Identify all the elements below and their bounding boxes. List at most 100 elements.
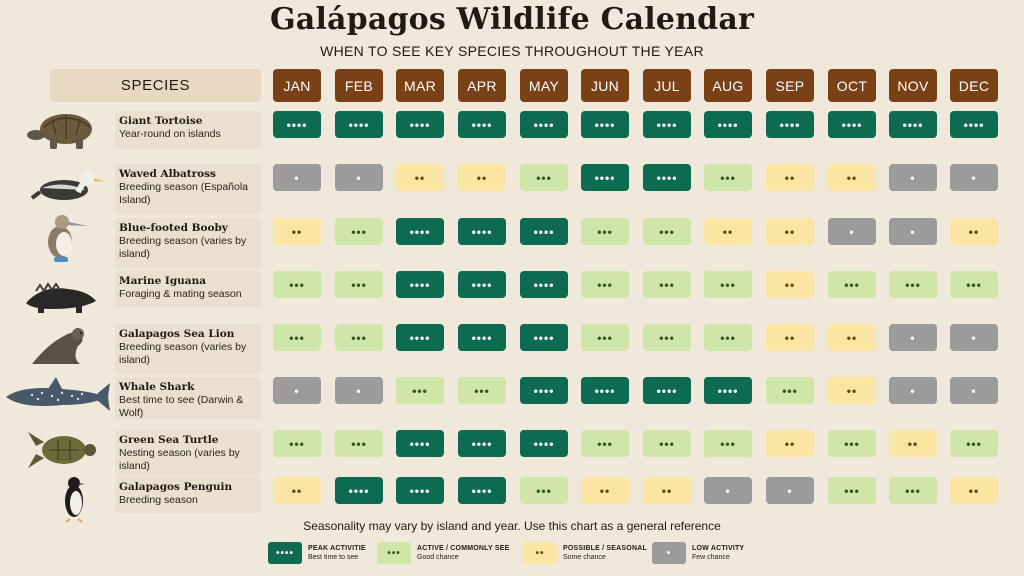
cell-whale-shark-sep: ••• bbox=[766, 377, 814, 404]
cell-galapagos-penguin-mar: •••• bbox=[396, 477, 444, 504]
species-note: Breeding season bbox=[119, 494, 198, 506]
species-label-blue-footed-booby: Blue-footed Booby Breeding season (varies… bbox=[115, 218, 261, 268]
month-header-jun: JUN bbox=[581, 69, 629, 102]
cell-whale-shark-nov: • bbox=[889, 377, 937, 404]
species-name: Green Sea Turtle bbox=[119, 434, 219, 446]
species-label-marine-iguana: Marine Iguana Foraging & mating season bbox=[115, 271, 261, 307]
legend-swatch: ••• bbox=[377, 542, 411, 564]
sea-turtle-icon bbox=[2, 424, 112, 476]
cell-whale-shark-jul: •••• bbox=[643, 377, 691, 404]
cell-waved-albatross-nov: • bbox=[889, 164, 937, 191]
cell-whale-shark-aug: •••• bbox=[704, 377, 752, 404]
cell-giant-tortoise-nov: •••• bbox=[889, 111, 937, 138]
species-name: Whale Shark bbox=[119, 381, 195, 393]
cell-blue-footed-booby-jul: ••• bbox=[643, 218, 691, 245]
cell-whale-shark-oct: •• bbox=[828, 377, 876, 404]
footnote: Seasonality may vary by island and year.… bbox=[303, 519, 721, 533]
cell-blue-footed-booby-apr: •••• bbox=[458, 218, 506, 245]
legend-sub: Some chance bbox=[563, 554, 606, 561]
cell-giant-tortoise-aug: •••• bbox=[704, 111, 752, 138]
cell-giant-tortoise-feb: •••• bbox=[335, 111, 383, 138]
legend-text: LOW ACTIVITY Few chance bbox=[692, 544, 744, 562]
cell-green-sea-turtle-nov: •• bbox=[889, 430, 937, 457]
cell-green-sea-turtle-mar: •••• bbox=[396, 430, 444, 457]
species-column-header: SPECIES bbox=[50, 69, 261, 102]
cell-marine-iguana-may: •••• bbox=[520, 271, 568, 298]
month-header-apr: APR bbox=[458, 69, 506, 102]
legend-swatch: •••• bbox=[268, 542, 302, 564]
species-name: Galapagos Sea Lion bbox=[119, 328, 235, 340]
cell-marine-iguana-aug: ••• bbox=[704, 271, 752, 298]
legend-sub: Best time to see bbox=[308, 554, 359, 561]
species-note: Breeding season (Española Island) bbox=[119, 181, 249, 206]
species-name: Giant Tortoise bbox=[119, 115, 203, 127]
cell-marine-iguana-dec: ••• bbox=[950, 271, 998, 298]
cell-green-sea-turtle-feb: ••• bbox=[335, 430, 383, 457]
legend-text: POSSIBLE / SEASONAL Some chance bbox=[563, 544, 647, 562]
cell-green-sea-turtle-aug: ••• bbox=[704, 430, 752, 457]
cell-waved-albatross-aug: ••• bbox=[704, 164, 752, 191]
cell-green-sea-turtle-jun: ••• bbox=[581, 430, 629, 457]
cell-marine-iguana-apr: •••• bbox=[458, 271, 506, 298]
legend-title: POSSIBLE / SEASONAL bbox=[563, 545, 647, 552]
cell-marine-iguana-sep: •• bbox=[766, 271, 814, 298]
legend-swatch: • bbox=[652, 542, 686, 564]
cell-galapagos-sea-lion-apr: •••• bbox=[458, 324, 506, 351]
legend-item-low: • LOW ACTIVITY Few chance bbox=[652, 542, 744, 564]
species-note: Breeding season (varies by island) bbox=[119, 341, 247, 366]
species-name: Waved Albatross bbox=[119, 168, 216, 180]
month-header-jul: JUL bbox=[643, 69, 691, 102]
cell-marine-iguana-mar: •••• bbox=[396, 271, 444, 298]
cell-giant-tortoise-apr: •••• bbox=[458, 111, 506, 138]
legend-title: LOW ACTIVITY bbox=[692, 545, 745, 552]
cell-galapagos-sea-lion-jul: ••• bbox=[643, 324, 691, 351]
cell-galapagos-penguin-apr: •••• bbox=[458, 477, 506, 504]
cell-blue-footed-booby-jun: ••• bbox=[581, 218, 629, 245]
cell-waved-albatross-jan: • bbox=[273, 164, 321, 191]
cell-green-sea-turtle-jan: ••• bbox=[273, 430, 321, 457]
cell-waved-albatross-dec: • bbox=[950, 164, 998, 191]
page-subtitle: WHEN TO SEE KEY SPECIES THROUGHOUT THE Y… bbox=[320, 43, 704, 59]
month-header-nov: NOV bbox=[889, 69, 937, 102]
cell-marine-iguana-jul: ••• bbox=[643, 271, 691, 298]
month-header-feb: FEB bbox=[335, 69, 383, 102]
legend-item-active: ••• ACTIVE / COMMONLY SEE Good chance bbox=[377, 542, 510, 564]
cell-giant-tortoise-jan: •••• bbox=[273, 111, 321, 138]
cell-green-sea-turtle-apr: •••• bbox=[458, 430, 506, 457]
penguin-icon bbox=[2, 471, 112, 523]
species-label-whale-shark: Whale Shark Best time to see (Darwin & Wo… bbox=[115, 377, 261, 419]
cell-blue-footed-booby-sep: •• bbox=[766, 218, 814, 245]
legend-item-peak: •••• PEAK ACTIVITIE Best time to see bbox=[268, 542, 366, 564]
species-name: Marine Iguana bbox=[119, 275, 207, 287]
species-label-galapagos-sea-lion: Galapagos Sea Lion Breeding season (varie… bbox=[115, 324, 261, 374]
cell-blue-footed-booby-feb: ••• bbox=[335, 218, 383, 245]
month-header-may: MAY bbox=[520, 69, 568, 102]
legend-sub: Few chance bbox=[692, 554, 730, 561]
cell-whale-shark-may: •••• bbox=[520, 377, 568, 404]
cell-whale-shark-feb: • bbox=[335, 377, 383, 404]
page-title: Galápagos Wildlife Calendar bbox=[269, 2, 755, 37]
cell-waved-albatross-may: ••• bbox=[520, 164, 568, 191]
species-name: Blue-footed Booby bbox=[119, 222, 228, 234]
cell-galapagos-penguin-jul: •• bbox=[643, 477, 691, 504]
cell-giant-tortoise-may: •••• bbox=[520, 111, 568, 138]
species-note: Year-round on islands bbox=[119, 128, 221, 140]
cell-waved-albatross-apr: •• bbox=[458, 164, 506, 191]
legend-text: PEAK ACTIVITIE Best time to see bbox=[308, 544, 366, 562]
cell-galapagos-sea-lion-feb: ••• bbox=[335, 324, 383, 351]
cell-waved-albatross-mar: •• bbox=[396, 164, 444, 191]
cell-green-sea-turtle-oct: ••• bbox=[828, 430, 876, 457]
cell-blue-footed-booby-jan: •• bbox=[273, 218, 321, 245]
cell-blue-footed-booby-mar: •••• bbox=[396, 218, 444, 245]
cell-galapagos-sea-lion-sep: •• bbox=[766, 324, 814, 351]
sea-lion-icon bbox=[2, 318, 112, 370]
legend-item-possible: •• POSSIBLE / SEASONAL Some chance bbox=[523, 542, 647, 564]
cell-galapagos-sea-lion-jan: ••• bbox=[273, 324, 321, 351]
cell-whale-shark-mar: ••• bbox=[396, 377, 444, 404]
cell-galapagos-penguin-jan: •• bbox=[273, 477, 321, 504]
legend-text: ACTIVE / COMMONLY SEE Good chance bbox=[417, 544, 510, 562]
cell-galapagos-sea-lion-dec: • bbox=[950, 324, 998, 351]
cell-green-sea-turtle-dec: ••• bbox=[950, 430, 998, 457]
species-note: Foraging & mating season bbox=[119, 288, 242, 300]
cell-marine-iguana-nov: ••• bbox=[889, 271, 937, 298]
